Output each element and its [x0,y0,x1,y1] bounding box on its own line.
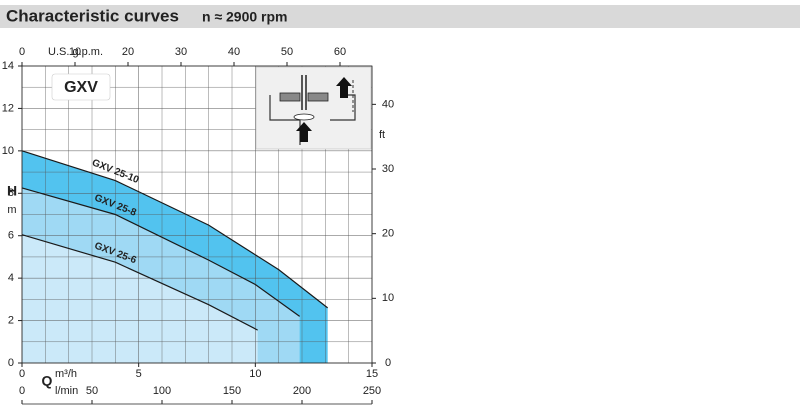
y2-tick-label: 10 [382,292,394,304]
curve [21,234,258,331]
x3-tick-label: 50 [281,46,293,58]
header-bar [0,5,800,28]
x-tick-label: 5 [136,368,142,380]
badge: GXV [64,79,98,96]
x2-tick-label: 200 [293,385,311,397]
y2-tick-label: 0 [385,357,391,369]
x-tick-label: 10 [249,368,261,380]
curve [21,150,329,309]
x3-tick-label: 30 [175,46,187,58]
y-tick-label: 12 [2,102,14,114]
y-axis-label: H [7,183,17,199]
x3-axis-unit: U.S. g.p.m. [48,46,103,58]
x3-tick-label: 20 [122,46,134,58]
curve [21,187,301,317]
x3-tick-label: 60 [334,46,346,58]
y-tick-label: 8 [8,187,14,199]
y-axis-unit: m [7,204,16,216]
x2-tick-label: 250 [363,385,381,397]
pump-schematic [255,66,372,150]
chart-subtitle: n ≈ 2900 rpm [202,9,288,25]
y-tick-label: 14 [2,60,14,72]
x2-tick-label: 0 [19,385,25,397]
y-tick-label: 4 [8,272,14,284]
x2-tick-label: 50 [86,385,98,397]
x-tick-label: 15 [366,368,378,380]
y2-tick-label: 20 [382,228,394,240]
x3-tick-label: 0 [19,46,25,58]
x-axis-label: Q [42,373,53,389]
plot-frame [21,65,373,364]
x2-tick-label: 150 [223,385,241,397]
chart-title: Characteristic curves [6,6,179,25]
y2-tick-label: 30 [382,163,394,175]
y-tick-label: 6 [8,230,14,242]
x3-tick-label: 10 [69,46,81,58]
x3-tick-label: 40 [228,46,240,58]
x-axis-unit: m³/h [55,368,77,380]
y-tick-label: 0 [8,357,14,369]
badge-box [51,73,111,101]
x2-axis-unit: l/min [55,385,78,397]
x2-tick-label: 100 [153,385,171,397]
y-tick-label: 10 [2,145,14,157]
y-tick-label: 2 [8,314,14,326]
area [22,234,258,363]
y2-tick-label: 40 [382,98,394,110]
x-tick-label: 0 [19,368,25,380]
y2-axis-unit: ft [379,129,385,141]
